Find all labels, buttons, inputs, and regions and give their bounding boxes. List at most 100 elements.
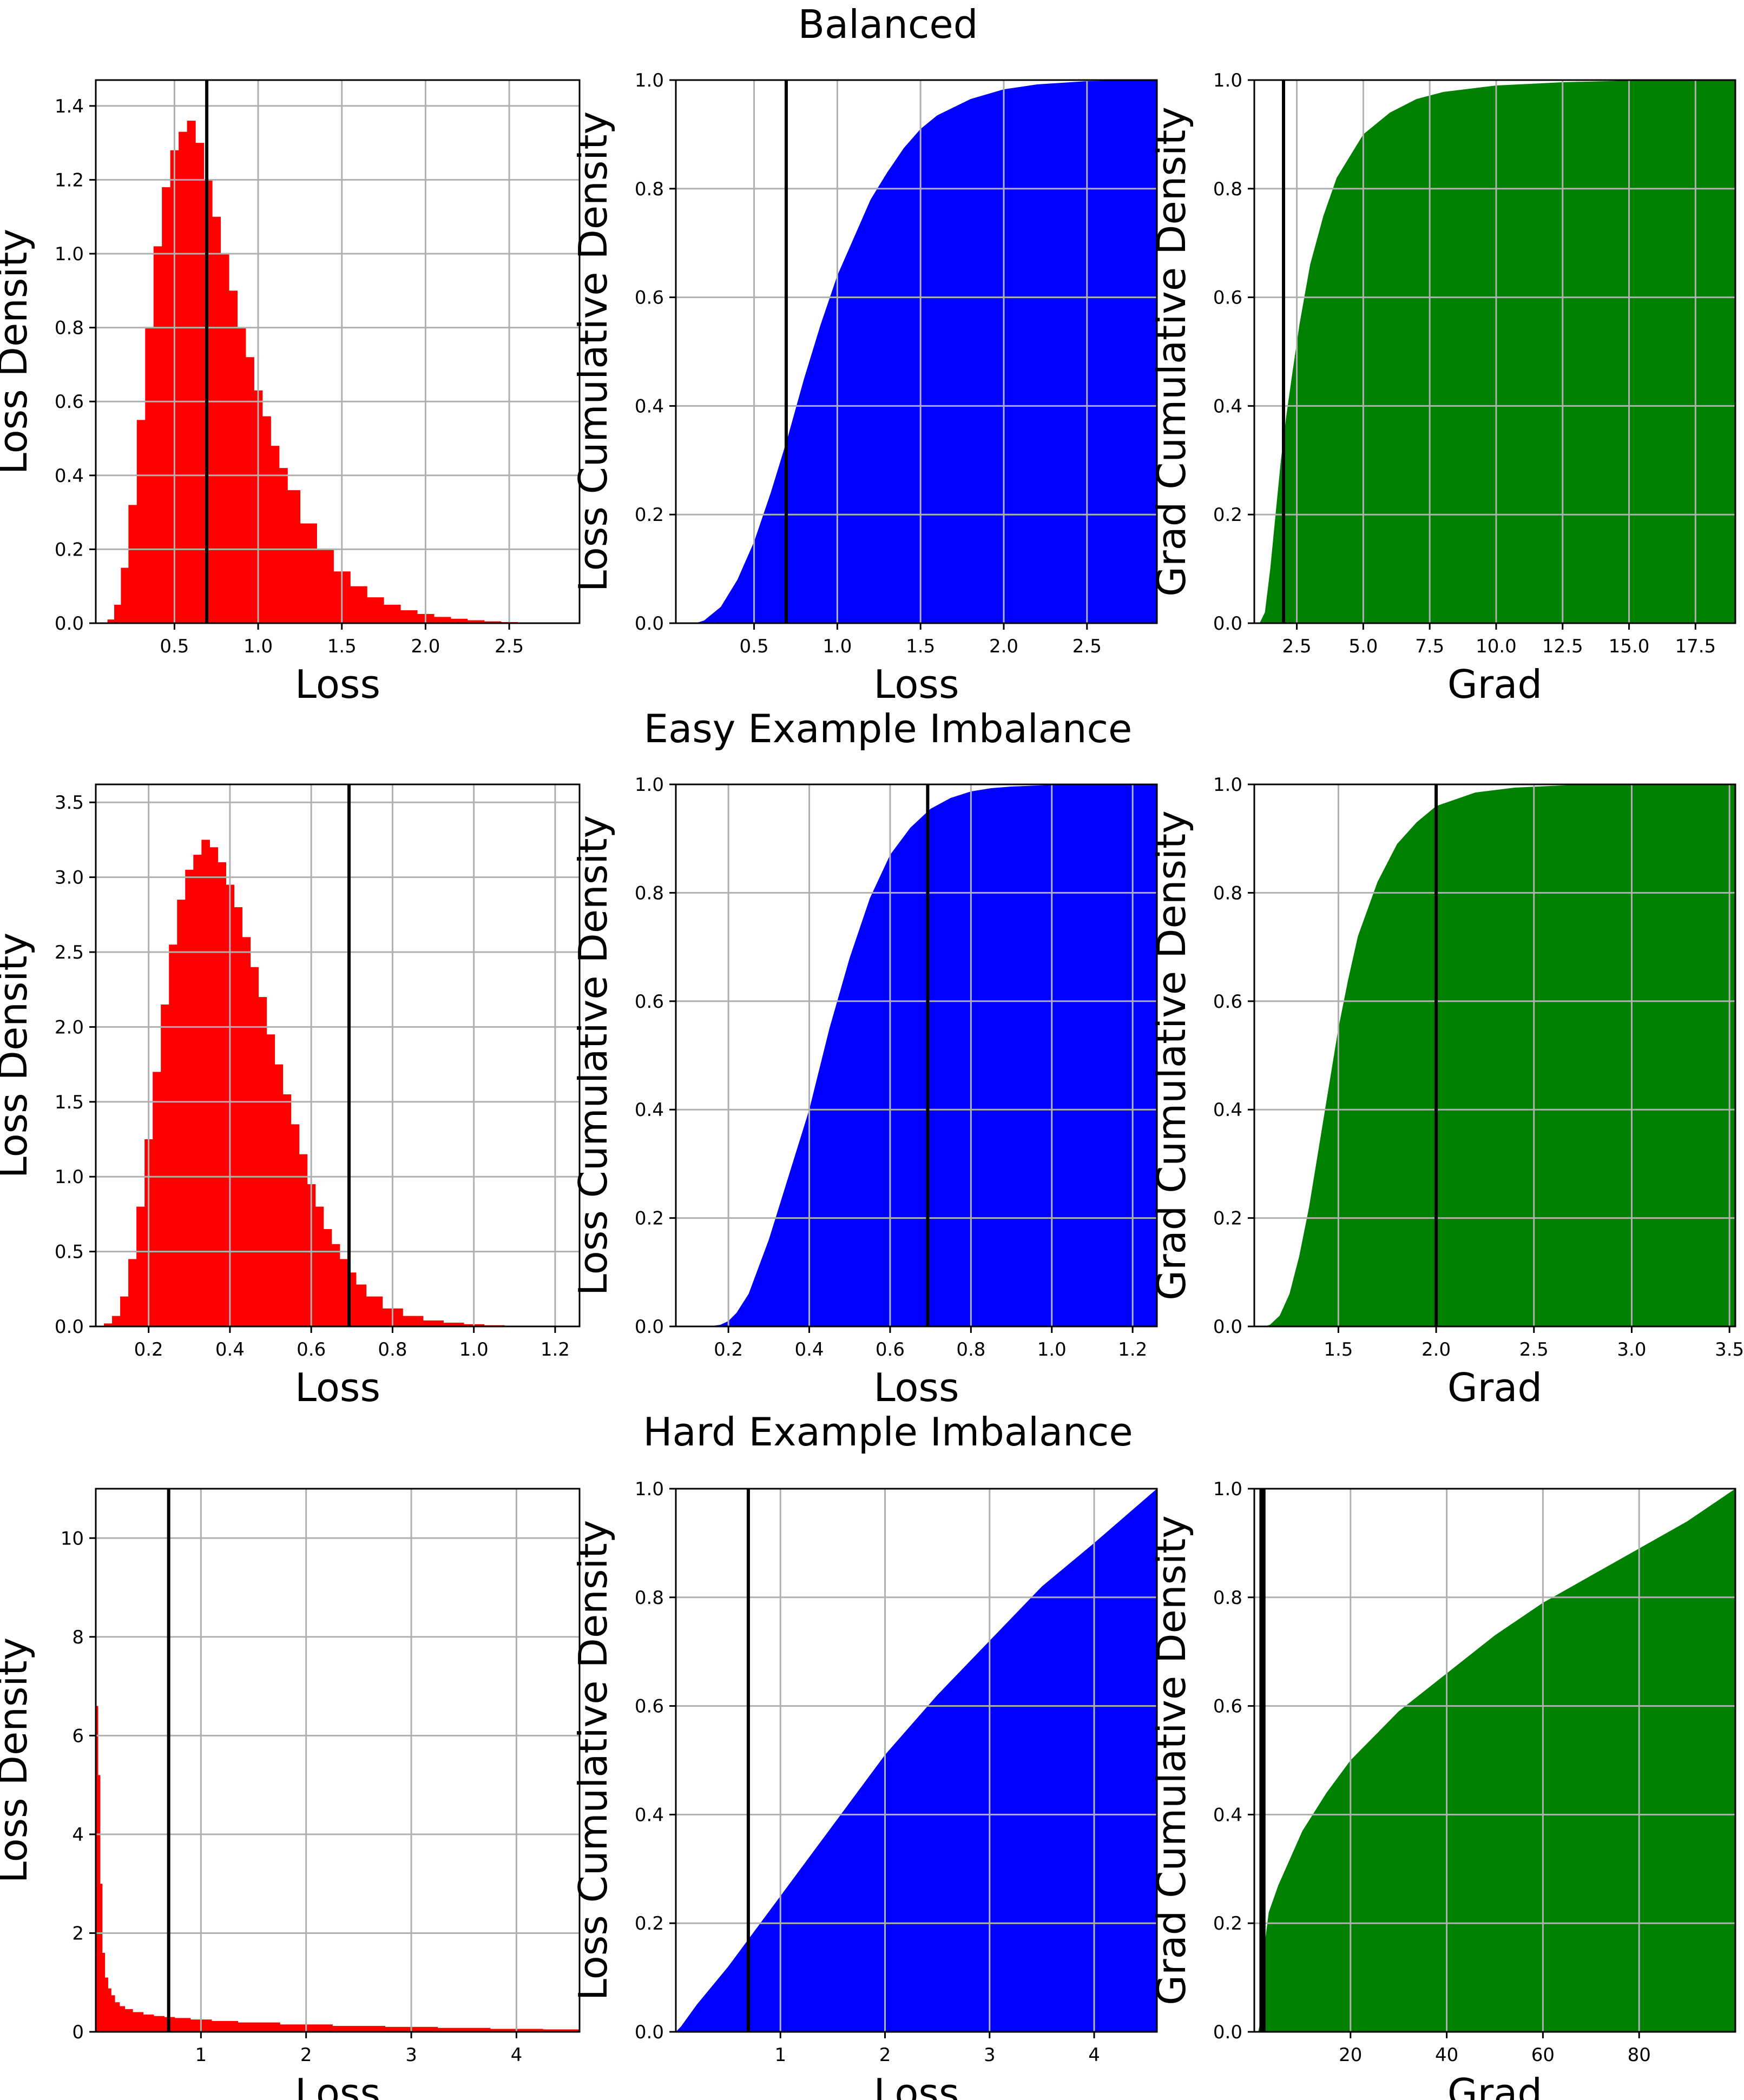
chart-r1c2-y-tick-label: 0.4 (1213, 1099, 1242, 1121)
chart-r0c0-ylabel: Loss Density (0, 229, 36, 475)
chart-r1c0-y-tick-label: 0.5 (55, 1241, 84, 1263)
chart-r0c1-xlabel: Loss (874, 662, 959, 707)
chart-r0c1-grid (676, 79, 1157, 624)
chart-r2c0-x-tick-label: 4 (511, 2044, 523, 2066)
chart-r2c2-x-tick-label: 60 (1531, 2044, 1555, 2066)
chart-r1c2-x-tick-label: 2.5 (1519, 1339, 1549, 1361)
chart-r0c0-bar (287, 490, 300, 623)
chart-r1c2-area (1254, 784, 1735, 1326)
chart-r2c2-x-tick-label: 40 (1435, 2044, 1458, 2066)
chart-r2c0-bar (104, 1977, 108, 2032)
chart-r0c1-x-tick-label: 0.5 (740, 636, 769, 657)
chart-r2c0-y-tick-label: 10 (61, 1528, 84, 1549)
chart-r0c0-bar (300, 523, 317, 623)
chart-r2c1-x-tick-label: 3 (984, 2044, 996, 2066)
chart-r1c1-x-tick-label: 1.0 (1037, 1339, 1067, 1361)
chart-r0c2-grid (1254, 79, 1735, 624)
chart-r2c1-x-tick-label: 2 (879, 2044, 891, 2066)
chart-r1c0-bar (299, 1154, 308, 1326)
chart-grid: 0.5 1.0 1.5 2.0 2.5 0.0 0.2 0.4 0.6 0.8 1.0 1.2 1.4 L… (0, 70, 1744, 2100)
chart-r1c0-xlabel: Loss (295, 1365, 380, 1410)
chart-r2c0-frame (95, 1488, 581, 2033)
chart-r0c0: 0.5 1.0 1.5 2.0 2.5 0.0 0.2 0.4 0.6 0.8 1.0 1.2 1.4 L… (0, 79, 581, 707)
chart-r1c0-y-tick-label: 0.0 (55, 1316, 84, 1338)
row-title-balanced: Balanced (798, 2, 978, 47)
chart-r1c0-bar (128, 1259, 137, 1326)
chart-r1c1-x-tick-label: 0.2 (714, 1339, 743, 1361)
chart-r2c0-bar (97, 1775, 101, 2032)
chart-r2c2-x-tick-label: 80 (1628, 2044, 1651, 2066)
chart-r2c1-y-tick-label: 0.4 (635, 1804, 664, 1826)
chart-r2c0-bar (114, 2002, 120, 2032)
chart-r0c2-x-tick-label: 15.0 (1609, 636, 1650, 657)
chart-r1c2-x-tick-label: 2.0 (1421, 1339, 1451, 1361)
chart-r1c1-data (676, 784, 1157, 1326)
chart-r1c1-y-tick-label: 0.4 (635, 1099, 664, 1121)
chart-r1c0-bar (161, 1004, 169, 1326)
chart-r0c2-y-tick-label: 0.0 (1213, 613, 1242, 635)
chart-r1c0-y-tick-label: 2.0 (55, 1016, 84, 1038)
chart-r1c0-bar (136, 1206, 145, 1326)
chart-r1c0-bar (356, 1284, 367, 1326)
chart-r2c0-x-tick-label: 1 (195, 2044, 207, 2066)
chart-r0c2-x-tick-label: 12.5 (1542, 636, 1583, 657)
chart-r1c1-x-tick-label: 1.2 (1118, 1339, 1147, 1361)
chart-r1c0-bar (443, 1323, 464, 1326)
chart-r2c0-y-tick-label: 6 (72, 1725, 84, 1747)
chart-r0c2-y-tick-label: 0.6 (1213, 287, 1242, 309)
chart-r0c0-bar (245, 357, 254, 623)
chart-r1c2-y-tick-label: 1.0 (1213, 774, 1242, 796)
chart-r0c0-bar (433, 617, 451, 623)
chart-r1c0-bar (315, 1206, 324, 1326)
chart-r0c1-y-tick-label: 0.0 (635, 613, 664, 635)
chart-r0c0-bar (262, 416, 271, 623)
chart-r1c2-ylabel: Grad Cumulative Density (1149, 810, 1194, 1300)
chart-r2c0-bar (238, 2022, 280, 2032)
chart-r2c0-bar (96, 1706, 98, 2032)
chart-r1c0-ylabel: Loss Density (0, 933, 36, 1179)
chart-r1c0-y-tick-label: 2.5 (55, 942, 84, 963)
chart-r1c0-bar (112, 1316, 121, 1326)
chart-r0c1-x-tick-label: 1.5 (906, 636, 935, 657)
chart-r0c1-y-tick-label: 0.4 (635, 395, 664, 417)
chart-r2c2-y-tick-label: 0.8 (1213, 1587, 1242, 1609)
chart-r0c2-x-tick-label: 10.0 (1476, 636, 1517, 657)
chart-r0c0-bar (400, 610, 418, 623)
chart-r2c0-y-tick-label: 0 (72, 2022, 84, 2043)
chart-r0c0-bar (195, 143, 205, 623)
chart-r2c0-y-tick-label: 8 (72, 1627, 84, 1648)
chart-r1c0-y-tick-label: 1.0 (55, 1166, 84, 1188)
row-title-hard-example-imbalance: Hard Example Imbalance (643, 1409, 1133, 1455)
chart-r0c0-bar (107, 619, 115, 623)
chart-r1c2-frame (1253, 783, 1736, 1328)
chart-r1c2-data (1254, 784, 1735, 1326)
chart-r0c0-x-tick-label: 0.5 (160, 636, 189, 657)
chart-r2c2: 20 40 60 80 0.0 0.2 0.4 0.6 0.8 1.0 Grad Grad Cumul… (1149, 1478, 1736, 2100)
chart-r0c1-y-tick-label: 1.0 (635, 70, 664, 91)
chart-r1c0-frame (95, 783, 581, 1328)
chart-r1c1: 0.2 0.4 0.6 0.8 1.0 1.2 0.0 0.2 0.4 0.6 0.8 1.0 Loss… (570, 774, 1158, 1410)
chart-r0c0-y-tick-label: 0.4 (55, 465, 84, 487)
chart-r2c1: 1 2 3 4 0.0 0.2 0.4 0.6 0.8 1.0 Loss Loss Cumulativ… (570, 1478, 1158, 2100)
chart-r1c0-bar (423, 1320, 444, 1326)
chart-r1c0-bar (169, 945, 177, 1326)
chart-r1c0: 0.2 0.4 0.6 0.8 1.0 1.2 0.0 0.5 1.0 1.5 2.0 2.5 3.0 3… (0, 783, 581, 1410)
chart-r0c0-y-tick-label: 1.4 (55, 96, 84, 117)
chart-r0c1-area (676, 80, 1157, 623)
chart-r1c1-y-tick-label: 0.0 (635, 1316, 664, 1338)
chart-r1c0-bar (193, 855, 202, 1326)
chart-r0c0-x-tick-label: 2.5 (495, 636, 524, 657)
chart-r2c1-y-tick-label: 0.6 (635, 1696, 664, 1718)
chart-r2c0-bar (124, 2009, 133, 2032)
chart-r2c1-x-tick-label: 4 (1088, 2044, 1100, 2066)
chart-r0c2-y-tick-label: 1.0 (1213, 70, 1242, 91)
chart-r0c0-bar (187, 121, 196, 623)
chart-r0c0-bar (271, 446, 280, 623)
chart-r0c1: 0.5 1.0 1.5 2.0 2.5 0.0 0.2 0.4 0.6 0.8 1.0 Loss Los… (570, 70, 1158, 707)
chart-r2c1-y-tick-label: 0.2 (635, 1913, 664, 1934)
chart-r1c0-bar (258, 997, 267, 1326)
chart-r0c0-bar (350, 586, 367, 623)
chart-r1c2-x-tick-label: 3.5 (1715, 1339, 1744, 1361)
chart-r1c2-y-tick-label: 0.6 (1213, 991, 1242, 1013)
